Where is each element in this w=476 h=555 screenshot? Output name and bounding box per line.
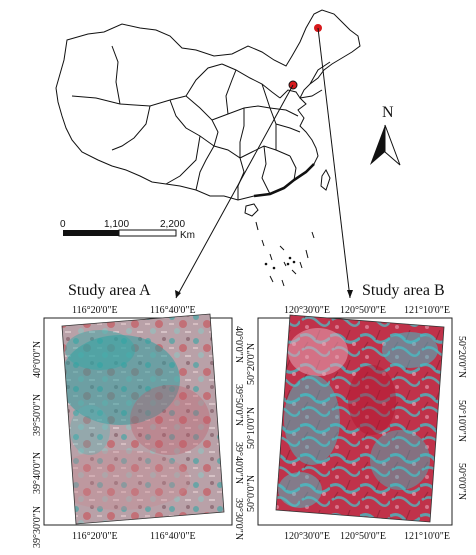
province-boundary: [195, 145, 215, 191]
country-outline: [55, 9, 361, 201]
province-boundary: [289, 155, 297, 181]
panel-a-left-tick-1: 40°0'0"N: [32, 341, 43, 378]
province-boundary: [211, 105, 271, 121]
hainan-island: [244, 203, 259, 217]
panel-a-bottom-tick-2: 116°40'0"E: [150, 531, 196, 542]
leader-line-a: [175, 84, 294, 299]
china-map: [55, 9, 361, 217]
province-boundary: [213, 145, 245, 200]
province-boundary: [309, 61, 331, 85]
leader-arrow-b: [347, 290, 353, 298]
scale-label-1100: 1,100: [104, 219, 129, 230]
panel-b-left-tick-3: 50°0'0"N: [246, 475, 257, 512]
south-china-sea-islands: [255, 221, 315, 287]
panel-a-title: Study area A: [68, 282, 151, 299]
north-arrow-right: [384, 124, 401, 166]
panel-b-left-tick-2: 50°10'0"N: [246, 407, 257, 449]
panel-b-top-tick-2: 120°50'0"E: [340, 305, 386, 316]
province-boundary: [165, 135, 201, 185]
province-boundary: [275, 123, 301, 133]
province-boundary: [111, 105, 151, 151]
panel-b-title: Study area B: [362, 282, 445, 299]
panel-b-bottom-tick-2: 120°50'0"E: [340, 531, 386, 542]
panel-a-right-tick-4: 39°30'0"N: [233, 498, 244, 540]
province-boundary: [221, 63, 281, 99]
panel-a-frame: [43, 317, 233, 526]
leader-arrow-a: [175, 290, 181, 298]
panel-a-top-tick-1: 116°20'0"E: [72, 305, 118, 316]
scale-bar: 0 1,100 2,200 Km: [60, 219, 195, 241]
province-boundary: [239, 108, 245, 158]
province-boundary: [299, 89, 323, 99]
province-boundary: [169, 99, 215, 147]
panel-a-ticks: 116°20'0"E 116°40'0"E 116°20'0"E 116°40'…: [32, 305, 244, 548]
north-arrow-label: N: [382, 104, 394, 121]
panel-b-image-edge: [275, 314, 445, 523]
province-boundary: [111, 45, 121, 105]
scale-segment-light: [118, 229, 177, 237]
panel-a-right-tick-2: 39°50'0"N: [233, 384, 244, 426]
panel-b-top-tick-1: 120°30'0"E: [284, 305, 330, 316]
panel-b-left-tick-1: 50°20'0"N: [246, 343, 257, 385]
panel-b-frame: [257, 317, 453, 526]
panel-b-top-tick-3: 121°10'0"E: [404, 305, 450, 316]
panel-b-image: [276, 315, 444, 522]
panel-a-left-tick-2: 39°50'0"N: [32, 394, 43, 436]
panel-b-right-tick-2: 50°10'0"N: [456, 400, 467, 442]
province-boundary: [71, 95, 187, 107]
panel-a-image-edge: [61, 313, 225, 525]
north-arrow-left: [370, 125, 385, 165]
panel-b-right-tick-3: 50°0'0"N: [456, 463, 467, 500]
province-boundary: [185, 95, 219, 147]
panel-a-left-tick-4: 39°30'0"N: [32, 506, 43, 548]
province-boundary: [225, 69, 237, 115]
coastline: [253, 163, 315, 198]
panel-b-ticks: 120°30'0"E 120°50'0"E 121°10'0"E 120°30'…: [246, 305, 467, 542]
province-boundary: [261, 145, 271, 195]
panel-a-right-tick-1: 40°0'0"N: [233, 326, 244, 363]
province-boundary: [185, 63, 223, 97]
panel-b-bottom-tick-1: 120°30'0"E: [284, 531, 330, 542]
leader-line-b: [317, 27, 351, 299]
province-boundary: [279, 89, 301, 99]
taiwan-island: [320, 169, 331, 191]
panel-a-right-tick-3: 39°40'0"N: [233, 442, 244, 484]
north-arrow: N: [370, 104, 401, 166]
panel-a-bottom-tick-1: 116°20'0"E: [72, 531, 118, 542]
scale-label-0: 0: [60, 219, 66, 230]
panel-a-left-tick-3: 39°40'0"N: [32, 452, 43, 494]
scale-segment-dark: [63, 230, 119, 236]
panel-a-top-tick-2: 116°40'0"E: [150, 305, 196, 316]
province-boundary: [269, 107, 299, 117]
panel-a-image: [62, 314, 224, 524]
panel-b-bottom-tick-3: 121°10'0"E: [404, 531, 450, 542]
panel-b-right-tick-1: 50°20'0"N: [456, 336, 467, 378]
scale-unit: Km: [180, 230, 195, 241]
scale-label-2200: 2,200: [160, 219, 185, 230]
